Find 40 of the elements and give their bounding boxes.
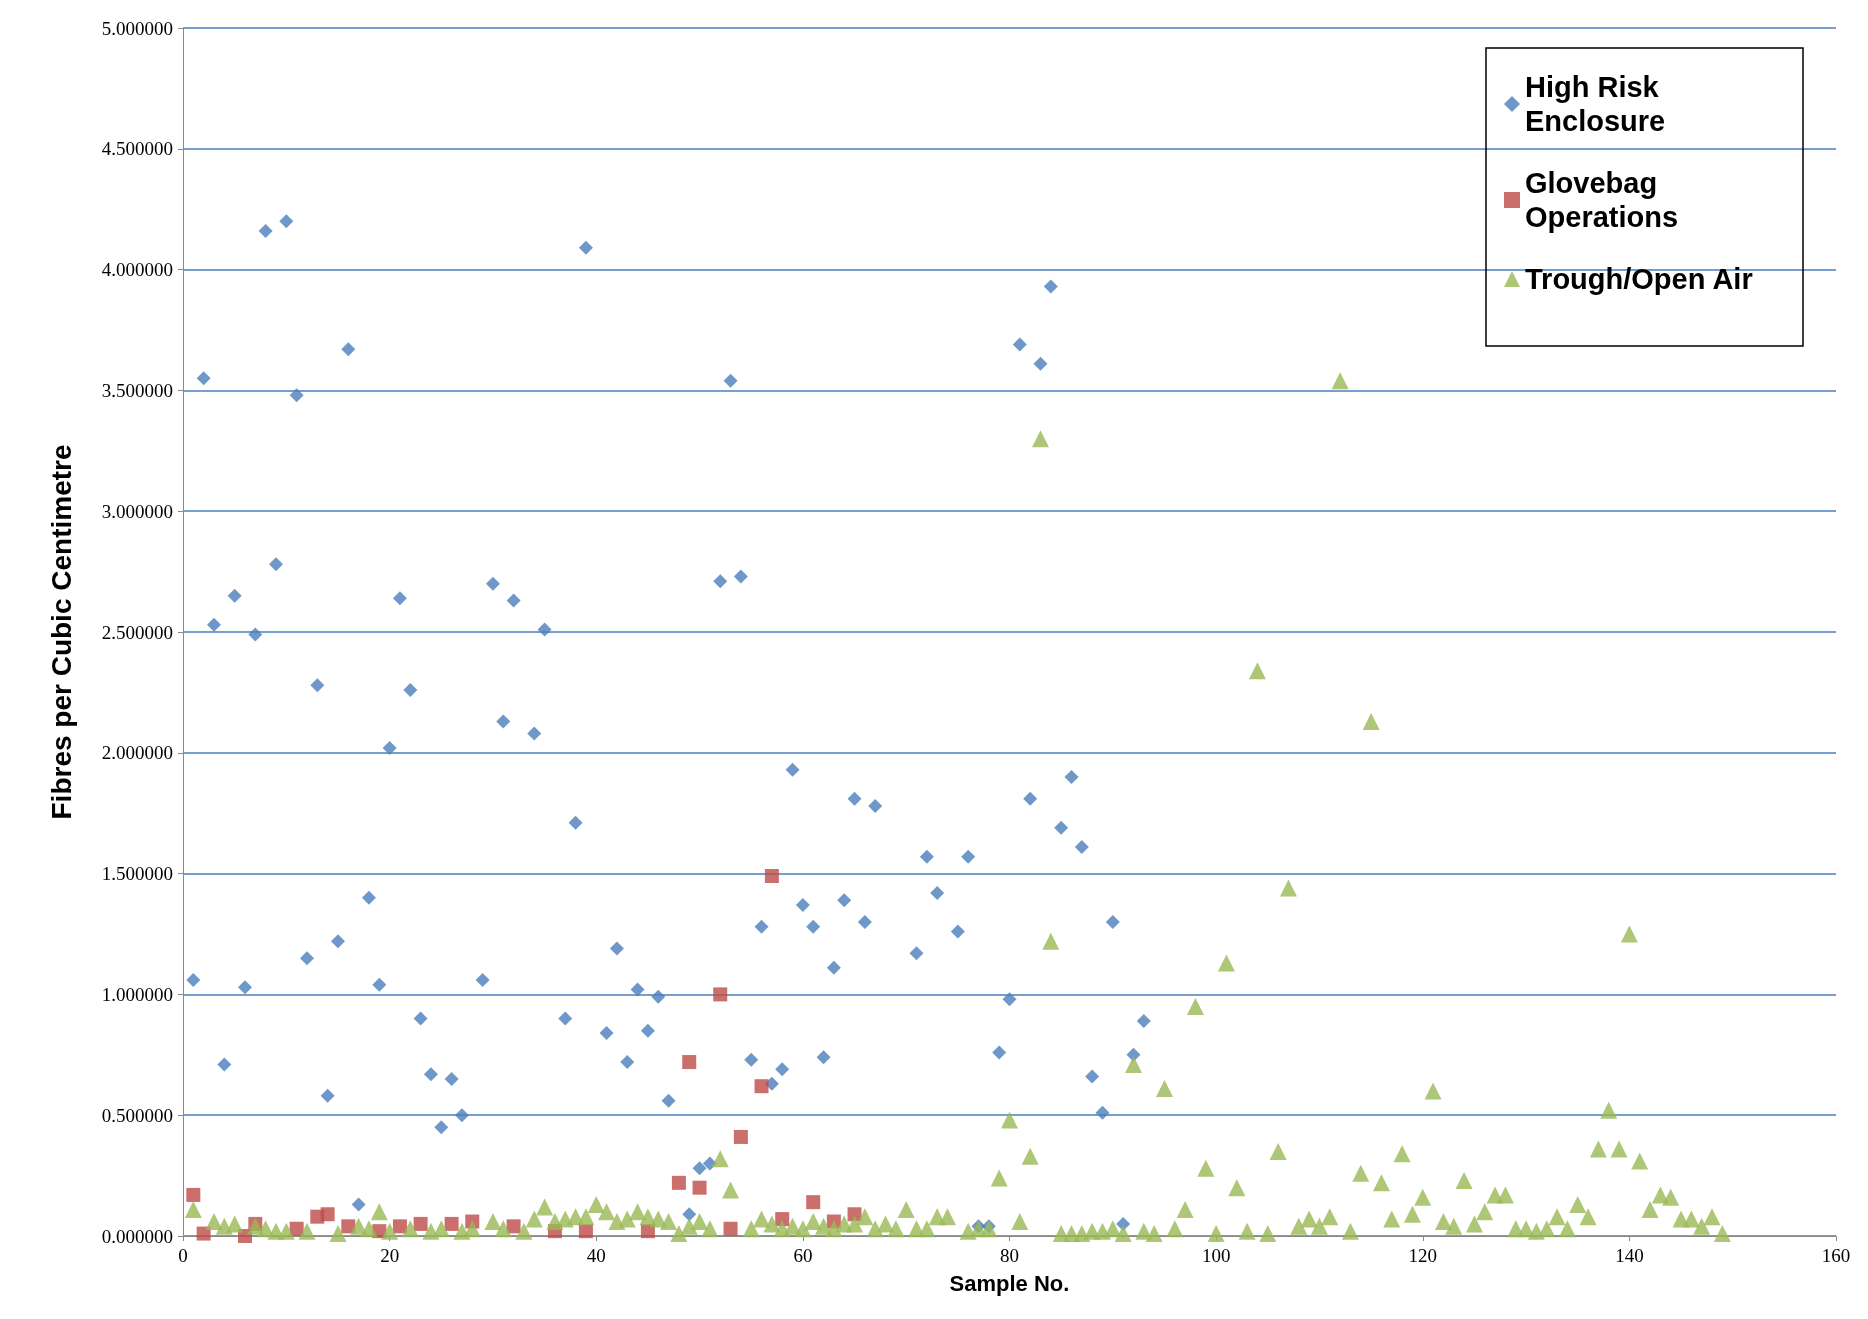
x-axis-title: Sample No. [949, 1270, 1070, 1296]
y-tick-label: 3.000000 [101, 500, 173, 522]
legend-label: High Risk Enclosure [1525, 71, 1667, 137]
x-tick-label: 140 [1615, 1245, 1644, 1266]
y-tick-label: 1.500000 [101, 863, 173, 885]
point [320, 1207, 335, 1222]
point [713, 987, 728, 1002]
y-axis-title: Fibres per Cubic Centimetre [45, 444, 77, 820]
y-tick-label: 0.000000 [101, 1225, 173, 1247]
point [671, 1175, 686, 1190]
point [186, 1187, 201, 1202]
point [413, 1216, 428, 1231]
y-tick-label: 0.500000 [101, 1104, 173, 1126]
x-tick-label: 20 [380, 1245, 400, 1266]
x-tick-label: 40 [586, 1245, 606, 1266]
y-tick-label: 2.500000 [101, 621, 173, 643]
x-tick-label: 80 [1000, 1245, 1019, 1266]
point [196, 1226, 211, 1241]
point [733, 1129, 748, 1144]
legend-label: Trough/Open Air [1525, 263, 1753, 295]
y-tick-label: 2.000000 [101, 742, 173, 764]
y-tick-label: 4.500000 [101, 138, 173, 160]
y-tick-label: 3.500000 [101, 379, 173, 401]
y-tick-label: 1.000000 [101, 983, 173, 1005]
point [723, 1221, 738, 1236]
y-tick-label: 5.000000 [101, 17, 173, 39]
legend-label: Glovebag Operations [1525, 167, 1679, 233]
point [764, 869, 779, 884]
point [682, 1055, 697, 1070]
x-tick-label: 60 [793, 1245, 813, 1266]
point [754, 1079, 769, 1094]
point [806, 1195, 821, 1210]
x-tick-label: 120 [1408, 1245, 1437, 1266]
point [692, 1180, 707, 1195]
point [578, 1224, 593, 1239]
x-tick-label: 100 [1201, 1245, 1231, 1266]
point [444, 1216, 459, 1231]
x-tick-label: 0 [178, 1245, 188, 1266]
y-tick-label: 4.000000 [101, 259, 173, 281]
x-tick-label: 160 [1821, 1245, 1851, 1266]
